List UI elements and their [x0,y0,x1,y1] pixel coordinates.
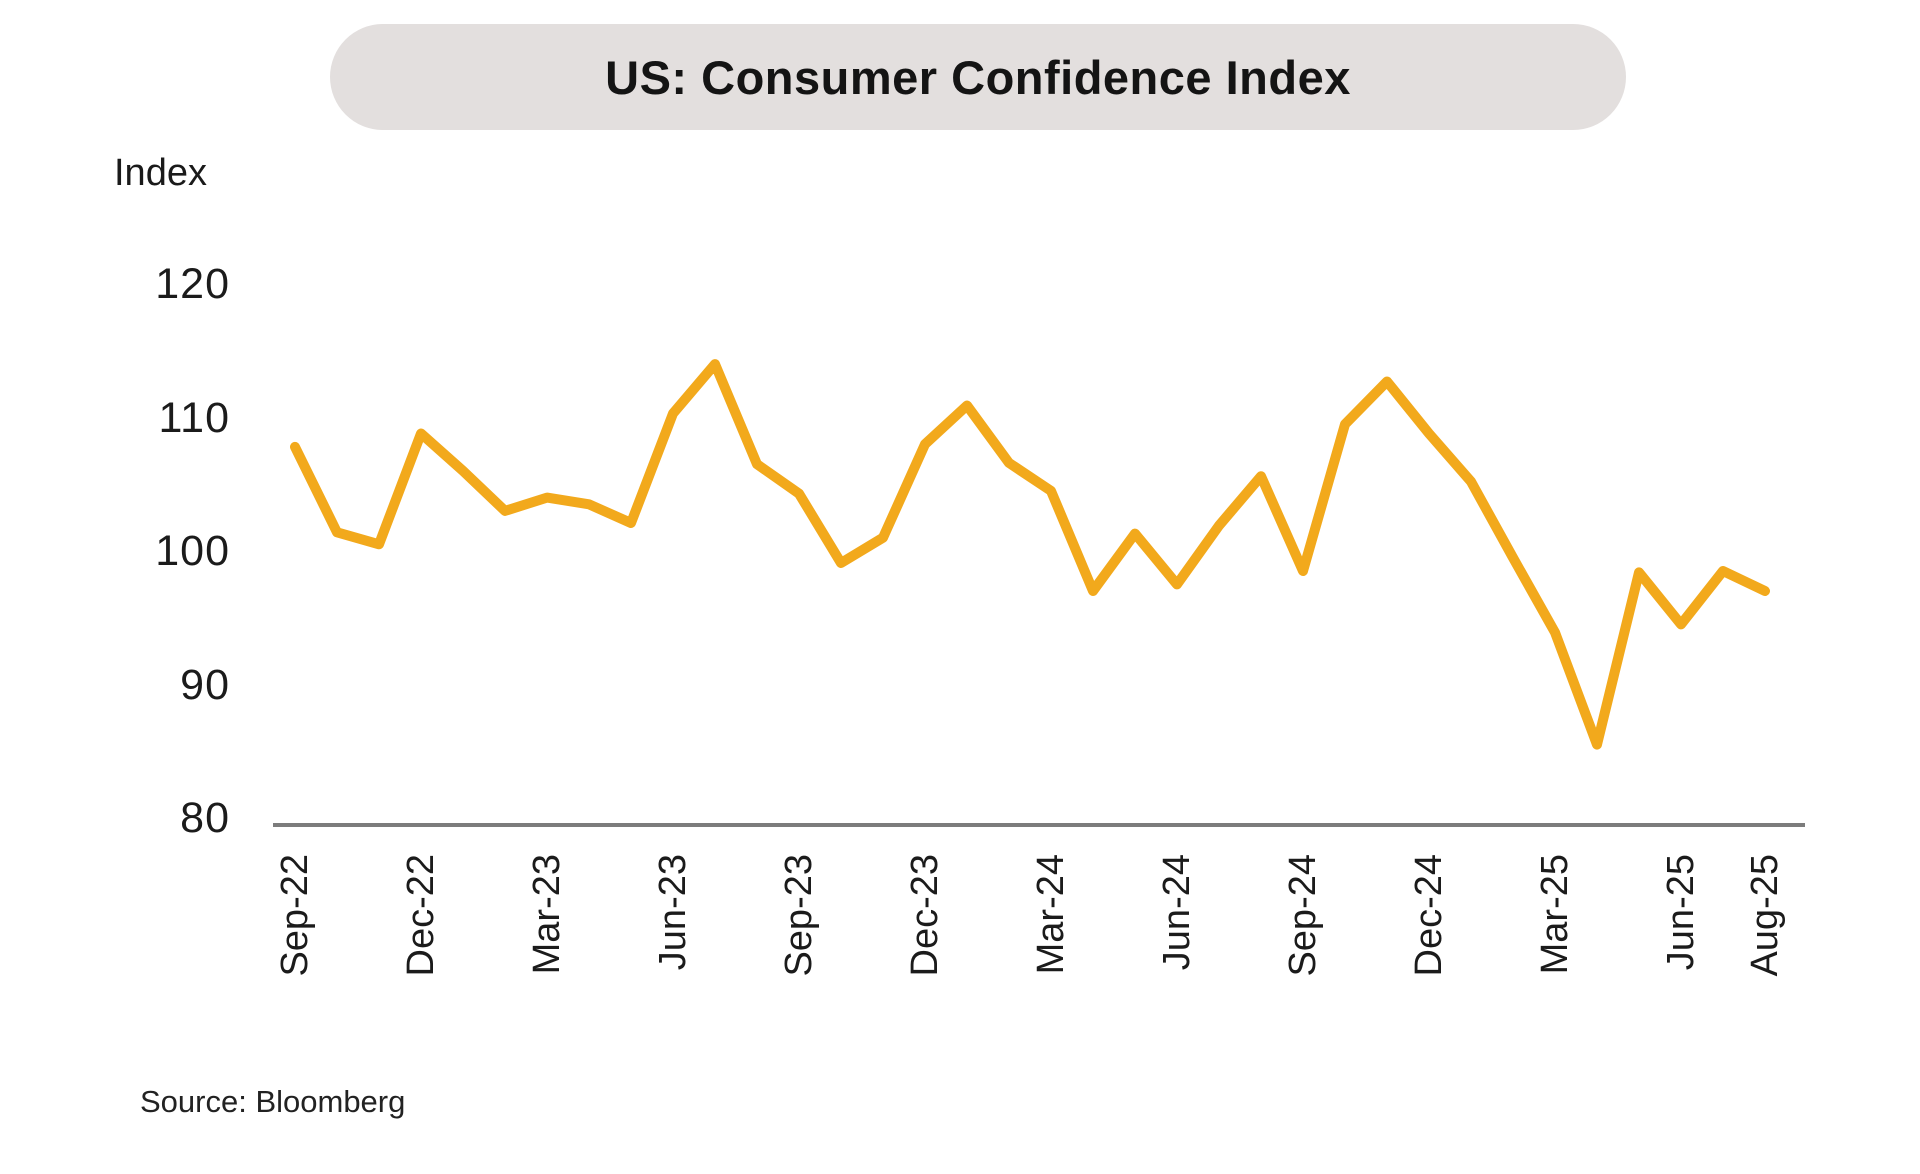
y-tick-label: 120 [155,260,230,308]
y-tick-label: 110 [158,393,230,442]
x-tick-label: Mar-25 [1534,854,1576,975]
x-tick-label: Jun-25 [1660,854,1702,971]
x-tick-label: Jun-24 [1156,854,1198,971]
y-tick-label: 90 [180,660,230,709]
consumer-confidence-line [290,359,1770,750]
x-tick-label: Mar-24 [1030,854,1072,975]
x-tick-label: Sep-24 [1282,854,1324,977]
chart-title-pill: US: Consumer Confidence Index [330,24,1626,130]
x-tick-label: Sep-22 [274,854,316,977]
x-tick-label: Dec-24 [1408,854,1450,977]
x-tick-label: Dec-23 [904,854,946,977]
x-tick-label: Aug-25 [1744,854,1786,977]
chart-title: US: Consumer Confidence Index [605,50,1351,104]
x-tick-label: Dec-22 [400,854,442,977]
x-tick-label: Sep-23 [778,854,820,977]
source-note: Source: Bloomberg [140,1084,406,1119]
y-tick-label: 80 [180,794,230,842]
x-tick-label: Mar-23 [526,854,568,975]
x-tick-label: Jun-23 [652,854,694,971]
y-tick-label: 100 [155,527,230,575]
y-axis-title: Index [114,152,207,194]
